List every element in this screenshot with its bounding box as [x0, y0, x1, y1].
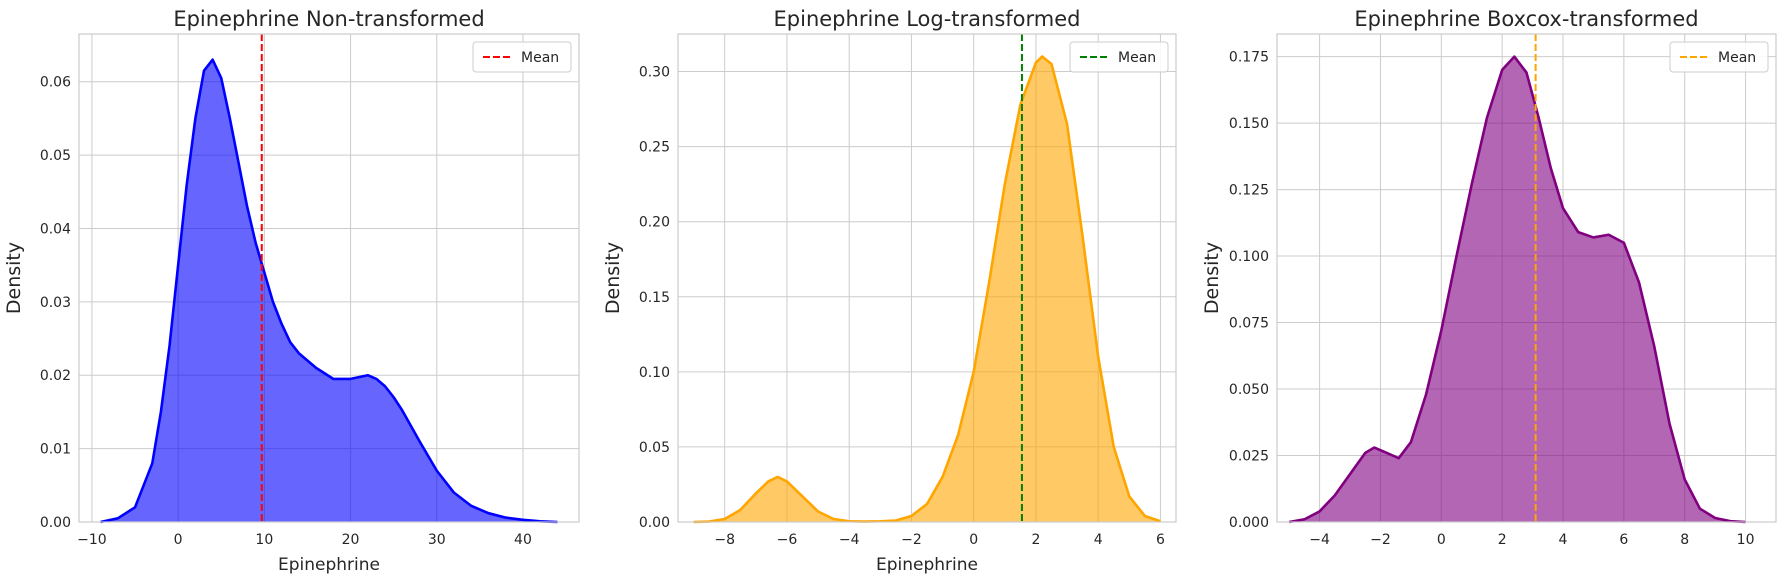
x-tick-label: −4 — [1309, 532, 1330, 548]
y-tick-label: 0.02 — [40, 368, 71, 384]
chart-title: Epinephrine Log-transformed — [774, 7, 1081, 31]
x-tick-label: 4 — [1094, 532, 1103, 548]
chart-panel-1: −10 0 10 20 30 40 0.00 0.01 0.02 0.03 0.04 0.05 0.06… — [3, 7, 580, 575]
y-tick-label: 0.25 — [639, 140, 670, 156]
x-tick-label: −10 — [77, 532, 107, 548]
density-line — [693, 55, 1161, 524]
axes-frame — [1276, 33, 1777, 523]
axes-frame — [78, 33, 580, 523]
density-area — [1289, 56, 1746, 522]
x-tick-label: 10 — [1737, 532, 1755, 548]
x-tick-label: −6 — [777, 532, 798, 548]
chart-panel-2: −8 −6 −4 −2 0 2 4 6 0.00 0.05 0.10 0.15 0.20 0.25 0.30… — [602, 7, 1177, 575]
y-tick-label: 0.000 — [1229, 515, 1269, 531]
x-tick-label: −2 — [1370, 532, 1391, 548]
legend: Mean — [1069, 41, 1169, 73]
x-axis-label: Epinephrine — [876, 555, 978, 575]
grid — [79, 34, 579, 523]
legend-label: Mean — [521, 50, 559, 66]
chart-title: Epinephrine Boxcox-transformed — [1354, 7, 1698, 31]
x-tick-label: 6 — [1619, 532, 1628, 548]
legend-box — [472, 41, 572, 73]
y-axis-label: Density — [3, 242, 25, 314]
y-tick-label: 0.03 — [40, 295, 71, 311]
y-tick-label: 0.20 — [639, 215, 670, 231]
density-area — [100, 59, 558, 523]
y-tick-label: 0.175 — [1229, 50, 1269, 66]
x-tick-label: 2 — [1031, 532, 1040, 548]
x-tick-label: −4 — [839, 532, 860, 548]
y-tick-label: 0.050 — [1229, 382, 1269, 398]
y-tick-label: 0.04 — [40, 221, 71, 237]
chart-panel-3: −4 −2 0 2 4 6 8 10 0.000 0.025 0.050 0.075 0.100 0.12… — [1201, 7, 1777, 548]
x-tick-label: 2 — [1498, 532, 1507, 548]
y-tick-label: 0.10 — [639, 365, 670, 381]
y-tick-label: 0.06 — [40, 75, 71, 91]
x-tick-label: 6 — [1156, 532, 1165, 548]
x-tick-label: 8 — [1680, 532, 1689, 548]
x-tick-label: 10 — [255, 532, 273, 548]
chart-title: Epinephrine Non-transformed — [173, 7, 484, 31]
y-tick-label: 0.30 — [639, 65, 670, 81]
legend: Mean — [472, 41, 572, 73]
density-line — [100, 58, 558, 524]
y-tick-label: 0.01 — [40, 442, 71, 458]
y-tick-label: 0.125 — [1229, 183, 1269, 199]
y-axis-label: Density — [602, 242, 624, 314]
x-axis-label: Epinephrine — [278, 555, 380, 575]
legend-label: Mean — [1118, 50, 1156, 66]
y-tick-label: 0.100 — [1229, 249, 1269, 265]
legend: Mean — [1669, 41, 1769, 73]
x-tick-label: 40 — [514, 532, 532, 548]
x-tick-label: 0 — [1437, 532, 1446, 548]
y-tick-label: 0.05 — [639, 440, 670, 456]
y-tick-label: 0.05 — [40, 148, 71, 164]
axes-frame — [677, 33, 1177, 523]
y-tick-label: 0.075 — [1229, 316, 1269, 332]
x-tick-label: 20 — [342, 532, 360, 548]
x-tick-label: 30 — [428, 532, 446, 548]
x-tick-label: −2 — [901, 532, 922, 548]
x-tick-label: 0 — [174, 532, 183, 548]
y-axis-label: Density — [1201, 242, 1223, 314]
density-line — [1288, 55, 1746, 524]
legend-label: Mean — [1718, 50, 1756, 66]
y-tick-label: 0.150 — [1229, 116, 1269, 132]
legend-box — [1069, 41, 1169, 73]
density-area — [693, 56, 1161, 523]
y-tick-label: 0.00 — [40, 515, 71, 531]
y-tick-label: 0.025 — [1229, 449, 1269, 465]
y-tick-label: 0.15 — [639, 290, 670, 306]
x-tick-label: 0 — [969, 532, 978, 548]
y-tick-label: 0.00 — [639, 515, 670, 531]
x-tick-label: −8 — [714, 532, 735, 548]
legend-box — [1669, 41, 1769, 73]
x-tick-label: 4 — [1559, 532, 1568, 548]
